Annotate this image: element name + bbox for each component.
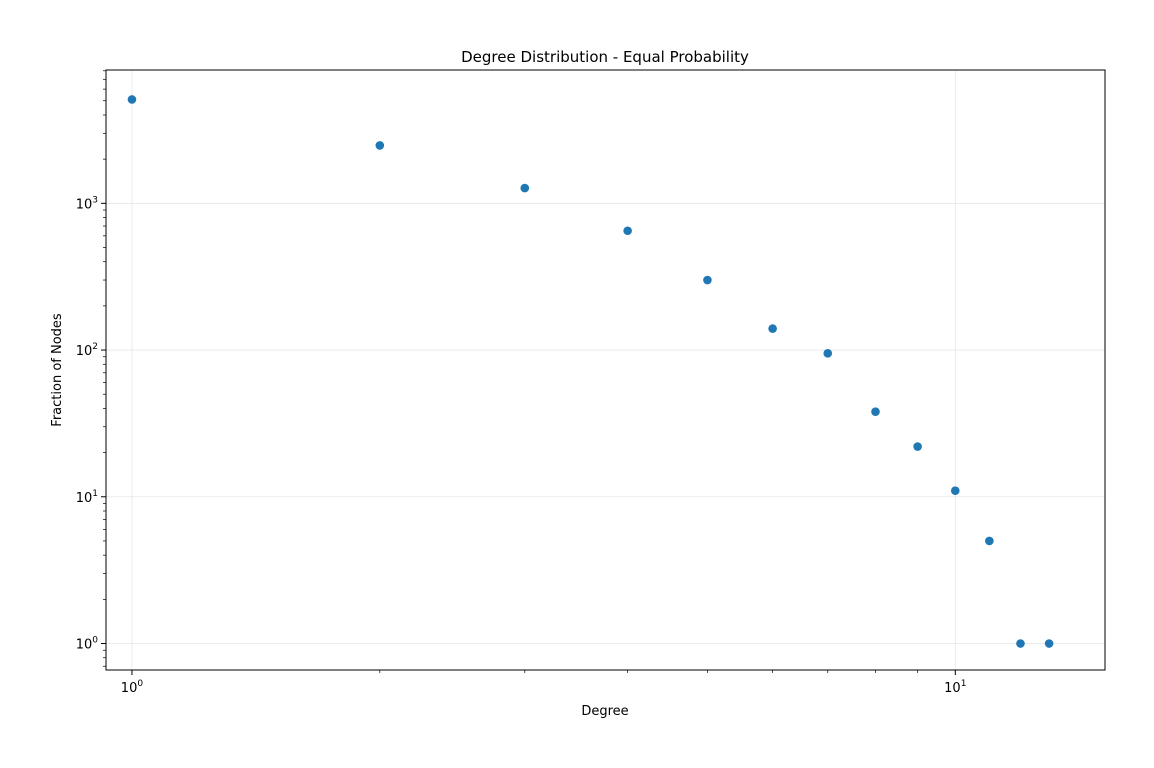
y-tick-label: 100 [76, 636, 99, 653]
data-point [623, 226, 632, 236]
x-tick-label: 100 [121, 679, 144, 696]
data-point [913, 442, 922, 451]
data-point [1016, 639, 1025, 648]
data-point [1044, 639, 1054, 648]
data-point [985, 536, 994, 546]
y-tick-label-exponent: 3 [92, 195, 98, 205]
data-point [823, 349, 833, 358]
y-tick-label-base: 10 [76, 638, 93, 653]
y-tick-label-exponent: 2 [92, 342, 98, 352]
chart-title: Degree Distribution - Equal Probability [461, 48, 749, 66]
x-tick-label-exponent: 0 [137, 679, 143, 689]
data-point [871, 407, 880, 417]
y-tick-label: 101 [76, 489, 98, 506]
data-point [375, 141, 385, 150]
plot-area-frame [105, 69, 1106, 671]
data-point [768, 324, 777, 333]
data-point [950, 486, 960, 496]
x-tick-label-base: 10 [944, 681, 961, 696]
data-point [703, 275, 712, 285]
y-axis-label: Fraction of Nodes [50, 313, 65, 427]
x-tick-label-exponent: 1 [961, 679, 967, 689]
y-tick-label-base: 10 [76, 491, 93, 506]
y-tick-label: 103 [76, 195, 98, 212]
grid-lines [106, 70, 1105, 670]
data-point [127, 95, 137, 104]
y-tick-label-exponent: 0 [92, 636, 98, 646]
x-axis-label: Degree [581, 704, 628, 719]
major-ticks [101, 202, 956, 675]
data-point [520, 183, 530, 193]
y-tick-label-base: 10 [76, 197, 93, 212]
x-tick-label-base: 10 [121, 681, 138, 696]
data-points [127, 95, 1054, 648]
x-tick-label: 101 [944, 679, 966, 696]
y-tick-label-base: 10 [76, 344, 93, 359]
y-tick-label-exponent: 1 [92, 489, 98, 499]
y-tick-label: 102 [76, 342, 98, 359]
